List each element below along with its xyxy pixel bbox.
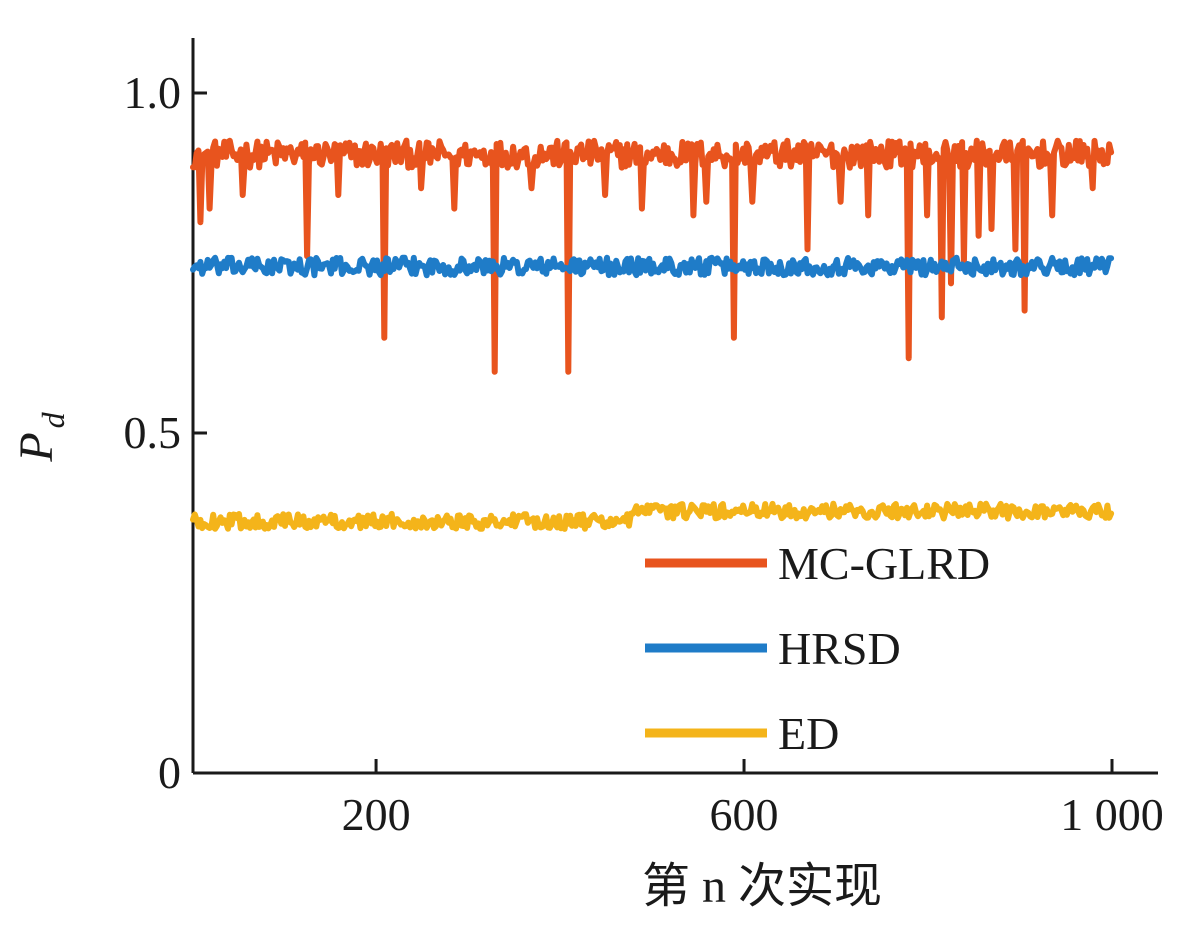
y-axis-ticks: 0 0.5 1.0: [124, 67, 207, 798]
series-line-ed: [190, 500, 1115, 532]
legend: MC-GLRD HRSD ED: [645, 538, 990, 759]
legend-label: ED: [778, 708, 839, 759]
x-axis-label: 第 n 次实现: [642, 860, 882, 913]
y-axis-label: Pd: [10, 411, 71, 462]
x-tick-label: 200: [342, 789, 411, 840]
y-tick-label: 0: [158, 747, 181, 798]
y-axis-label-main: P: [10, 432, 63, 462]
series-line-mc-glrd: [190, 137, 1115, 375]
series-line-hrsd: [190, 254, 1115, 279]
x-tick-label: 600: [710, 789, 779, 840]
y-axis-label-text: Pd: [10, 411, 71, 462]
legend-label: HRSD: [778, 623, 901, 674]
series-group: [190, 137, 1115, 532]
legend-label: MC-GLRD: [778, 538, 990, 589]
y-axis-label-sub: d: [35, 411, 71, 428]
y-tick-label: 1.0: [124, 67, 182, 118]
x-axis-ticks: 200 600 1 000: [342, 759, 1164, 840]
y-tick-label: 0.5: [124, 407, 182, 458]
x-tick-label: 1 000: [1060, 789, 1164, 840]
